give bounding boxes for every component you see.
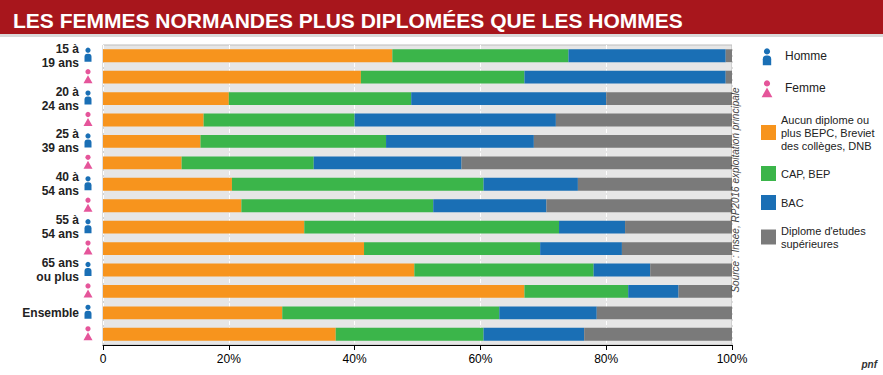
svg-text:CAP, BEP: CAP, BEP (781, 168, 830, 180)
svg-text:54 ans: 54 ans (42, 184, 80, 198)
svg-text:24 ans: 24 ans (42, 99, 80, 113)
svg-text:BAC: BAC (781, 197, 804, 209)
svg-text:supérieures: supérieures (781, 238, 839, 250)
svg-text:20 à: 20 à (56, 85, 80, 99)
svg-text:ou plus: ou plus (36, 270, 79, 284)
svg-text:55 à: 55 à (56, 213, 80, 227)
svg-text:des collèges, DNB: des collèges, DNB (781, 140, 872, 152)
svg-text:100%: 100% (717, 352, 748, 366)
svg-text:plus BEPC, Breviet: plus BEPC, Breviet (781, 127, 875, 139)
svg-text:20%: 20% (217, 352, 241, 366)
svg-text:60%: 60% (468, 352, 492, 366)
svg-text:15 à: 15 à (56, 42, 80, 56)
svg-text:Femme: Femme (785, 81, 826, 95)
svg-text:40 à: 40 à (56, 170, 80, 184)
svg-text:19 ans: 19 ans (42, 56, 80, 70)
svg-text:Diplome d'etudes: Diplome d'etudes (781, 225, 866, 237)
svg-text:25 à: 25 à (56, 127, 80, 141)
svg-text:Ensemble: Ensemble (22, 306, 79, 320)
svg-text:pnf: pnf (860, 359, 878, 370)
svg-text:Source : Insee, RP2016 exploit: Source : Insee, RP2016 exploitation prin… (730, 87, 741, 293)
svg-text:0: 0 (100, 352, 107, 366)
svg-text:Aucun diplome ou: Aucun diplome ou (781, 114, 869, 126)
svg-text:80%: 80% (594, 352, 618, 366)
svg-text:LES FEMMES NORMANDES PLUS DIPL: LES FEMMES NORMANDES PLUS DIPLOMÉES QUE … (13, 9, 683, 32)
svg-text:40%: 40% (343, 352, 367, 366)
svg-text:39 ans: 39 ans (42, 141, 80, 155)
svg-text:65 ans: 65 ans (42, 256, 80, 270)
svg-text:Homme: Homme (785, 49, 827, 63)
svg-text:54 ans: 54 ans (42, 227, 80, 241)
